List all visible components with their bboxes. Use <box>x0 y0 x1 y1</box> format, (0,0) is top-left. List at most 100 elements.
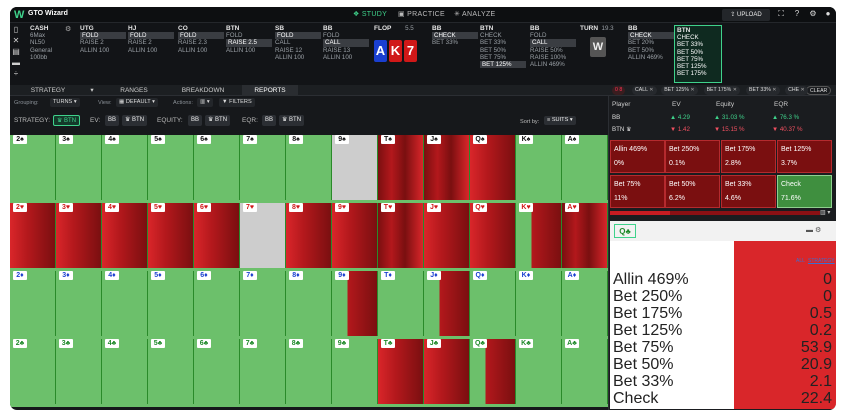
position-col-co[interactable]: CO FOLD RAISE 2.3 ALLIN 100 <box>178 25 226 83</box>
card-cell[interactable]: 6♥ <box>194 203 240 268</box>
detail-icons[interactable]: ▬ ⚙ <box>806 227 822 234</box>
position-action[interactable]: ALLIN 100 <box>226 46 256 54</box>
action-box[interactable]: Bet 33% 4.6% <box>721 175 776 208</box>
street-action[interactable]: BET 33% <box>432 39 459 47</box>
position-action[interactable]: FOLD <box>178 32 224 40</box>
card-cell[interactable]: A♠ <box>562 135 608 200</box>
position-action[interactable]: RAISE 13 <box>323 46 351 54</box>
position-action[interactable]: FOLD <box>226 32 243 40</box>
filter-chip[interactable]: CHE ✕ <box>785 86 808 95</box>
card-cell[interactable]: 4♠ <box>102 135 148 200</box>
street-action[interactable]: CALL <box>530 39 576 47</box>
nav-analyze[interactable]: ✳ ANALYZE <box>454 11 496 18</box>
card-cell[interactable]: 6♠ <box>194 135 240 200</box>
card-cell[interactable]: 8♣ <box>286 339 332 404</box>
save-icon[interactable]: ▤ <box>12 47 20 56</box>
card-cell[interactable]: 5♥ <box>148 203 194 268</box>
close-icon[interactable]: ✕ <box>688 87 695 93</box>
position-col-bb[interactable]: BB FOLD CALL RAISE 13 ALLIN 100 <box>323 25 371 83</box>
card-cell[interactable]: 5♦ <box>148 271 194 336</box>
position-action[interactable]: FOLD <box>128 32 174 40</box>
close-icon[interactable]: ✕ <box>731 87 738 93</box>
card-cell[interactable]: 5♣ <box>148 339 194 404</box>
position-action[interactable]: RAISE 12 <box>275 46 303 54</box>
card-cell[interactable]: 3♦ <box>56 271 102 336</box>
turn-action[interactable]: CHECK <box>677 34 699 42</box>
card-cell[interactable]: 9♠ <box>332 135 378 200</box>
turn-action[interactable]: BET 175% <box>677 70 707 78</box>
user-icon[interactable]: ● <box>825 9 831 18</box>
card-cell[interactable]: K♣ <box>516 339 562 404</box>
card-cell[interactable]: 8♦ <box>286 271 332 336</box>
turn-action[interactable]: BET 125% <box>677 63 707 71</box>
turn-action[interactable]: BET 20% <box>628 39 655 47</box>
street-col-2[interactable]: BB FOLD CALL RAISE 50% RAISE 100% ALLIN 469% <box>530 25 580 83</box>
street-action[interactable]: BET 33% <box>480 39 507 47</box>
position-action[interactable]: RAISE 2 <box>80 39 104 47</box>
card-cell[interactable]: 9♣ <box>332 339 378 404</box>
position-action[interactable]: FOLD <box>275 32 321 40</box>
game-info[interactable]: CASH 6Max NL50 General 100bb <box>30 25 76 83</box>
view-select[interactable]: ▦ DEFAULT ▾ <box>116 98 158 107</box>
card-cell[interactable]: Q♥ <box>470 203 516 268</box>
street-action[interactable]: BET 75% <box>480 53 507 61</box>
actions-select[interactable]: ▥ ▾ <box>197 98 213 107</box>
action-box[interactable]: Check 71.6% <box>777 175 832 208</box>
ev-btn-button[interactable]: ♛ BTN <box>122 115 148 126</box>
position-action[interactable]: ALLIN 100 <box>80 46 110 54</box>
grouping-select[interactable]: TURNS ▾ <box>50 98 80 107</box>
position-action[interactable]: ALLIN 100 <box>323 53 353 61</box>
eqr-bb-button[interactable]: BB <box>262 115 277 126</box>
filter-chip[interactable]: BET 33% ✕ <box>746 86 780 95</box>
card-cell[interactable]: A♣ <box>562 339 608 404</box>
card-cell[interactable]: 9♦ <box>332 271 378 336</box>
equity-bb-button[interactable]: BB <box>188 115 203 126</box>
position-action[interactable]: ALLIN 100 <box>128 46 158 54</box>
card-cell[interactable]: 5♠ <box>148 135 194 200</box>
folder-icon[interactable]: ▬ <box>12 58 20 67</box>
gear-icon[interactable]: ⚙ <box>809 9 817 18</box>
card-cell[interactable]: 6♣ <box>194 339 240 404</box>
filter-count[interactable]: 0 8 <box>612 86 626 95</box>
street-action[interactable]: CHECK <box>432 32 478 40</box>
turn-action[interactable]: BET 75% <box>677 55 704 63</box>
action-box[interactable]: Bet 125% 3.7% <box>777 140 832 173</box>
turn-action[interactable]: BET 33% <box>677 41 704 49</box>
turn-card[interactable]: W <box>590 37 606 57</box>
turn-action[interactable]: CHECK <box>628 32 674 40</box>
position-action[interactable]: FOLD <box>80 32 126 40</box>
filter-chip[interactable]: BET 125% ✕ <box>661 86 698 95</box>
nav-practice[interactable]: ▣ PRACTICE <box>398 11 445 18</box>
card-cell[interactable]: K♠ <box>516 135 562 200</box>
action-box[interactable]: Bet 250% 0.1% <box>665 140 720 173</box>
strategy-player-button[interactable]: ♛ BTN <box>53 115 81 126</box>
position-col-sb[interactable]: SB FOLD CALL RAISE 12 ALLIN 100 <box>275 25 323 83</box>
close-icon[interactable]: ✕ <box>770 87 777 93</box>
turn-action[interactable]: BET 50% <box>677 48 704 56</box>
card-cell[interactable]: J♣ <box>424 339 470 404</box>
street-action[interactable]: BET 125% <box>480 61 526 69</box>
card-cell[interactable]: T♠ <box>378 135 424 200</box>
fullscreen-icon[interactable]: ⛶ <box>778 9 784 18</box>
tab-breakdown[interactable]: BREAKDOWN <box>181 87 225 94</box>
tab-reports[interactable]: REPORTS <box>242 85 298 96</box>
card-cell[interactable]: 8♠ <box>286 135 332 200</box>
position-col-hj[interactable]: HJ FOLD RAISE 2 ALLIN 100 <box>128 25 176 83</box>
card-cell[interactable]: 4♣ <box>102 339 148 404</box>
street-action[interactable]: RAISE 50% <box>530 46 563 54</box>
tab-strategy[interactable]: STRATEGY <box>30 87 66 94</box>
close-icon[interactable]: ✕ <box>12 36 20 45</box>
card-cell[interactable]: 4♥ <box>102 203 148 268</box>
action-box[interactable]: Allin 469% 0% <box>610 140 665 173</box>
sortby-select[interactable]: ≡ SUITS ▾ <box>544 116 576 125</box>
card-cell[interactable]: 7♠ <box>240 135 286 200</box>
card-cell[interactable]: 4♦ <box>102 271 148 336</box>
card-cell[interactable]: 7♣ <box>240 339 286 404</box>
help-icon[interactable]: ? <box>794 9 800 18</box>
card-cell[interactable]: 2♥ <box>10 203 56 268</box>
filters-button[interactable]: ▼ FILTERS <box>219 98 255 107</box>
street-action[interactable]: RAISE 100% <box>530 53 567 61</box>
eqr-btn-button[interactable]: ♛ BTN <box>279 115 305 126</box>
street-action[interactable]: FOLD <box>530 32 547 40</box>
card-cell[interactable]: J♠ <box>424 135 470 200</box>
